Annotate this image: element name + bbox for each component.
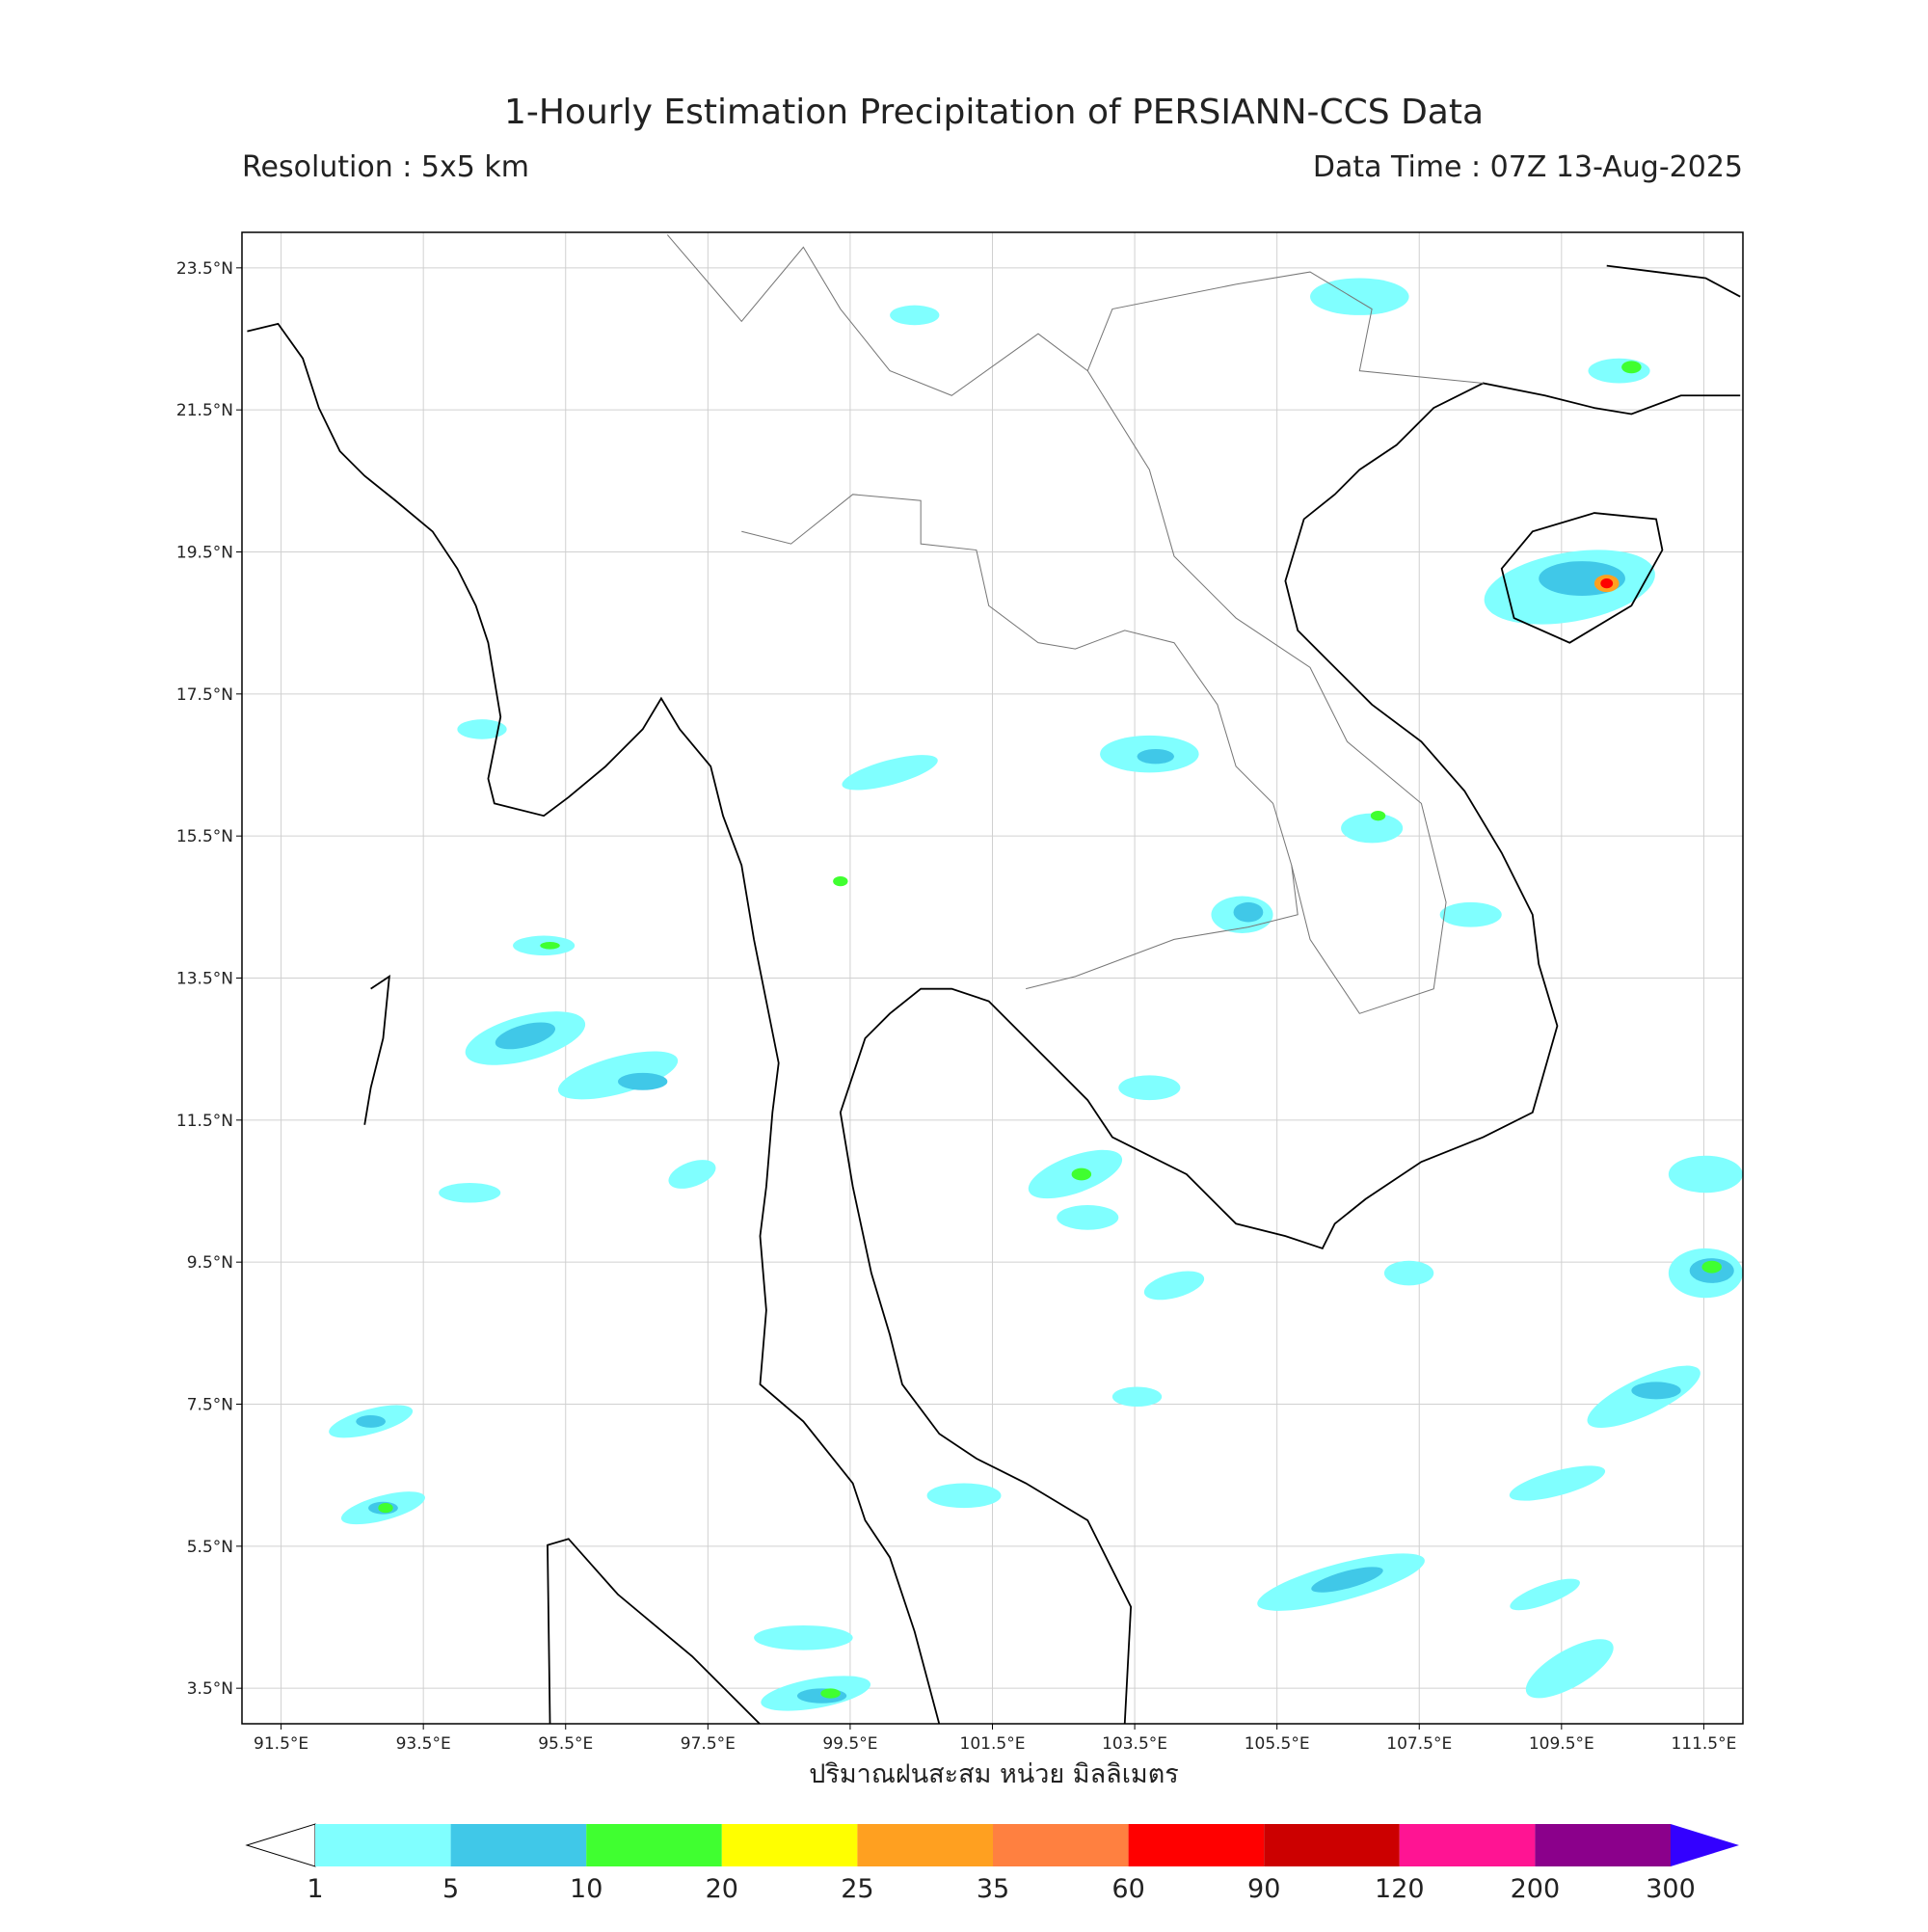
colorbar-box xyxy=(857,1824,993,1866)
lat-tick-label: 5.5°N xyxy=(187,1538,233,1557)
rain-light xyxy=(329,278,1743,1711)
lon-tick-label: 95.5°E xyxy=(538,1734,593,1754)
lat-tick-label: 15.5°N xyxy=(176,827,233,846)
rain-intense xyxy=(1600,578,1614,589)
coastlines xyxy=(247,234,1741,1724)
title: 1-Hourly Estimation Precipitation of PER… xyxy=(504,93,1484,132)
map-content xyxy=(247,234,1743,1724)
colorbar-box xyxy=(993,1824,1129,1866)
rain-heavy xyxy=(378,361,1722,1699)
lon-tick-label: 93.5°E xyxy=(396,1734,451,1754)
colorbar-label: 120 xyxy=(1375,1874,1425,1904)
map-frame xyxy=(241,231,1744,1725)
resolution: Resolution : 5x5 km xyxy=(242,150,529,184)
colorbar-box xyxy=(586,1824,722,1866)
colorbar-box xyxy=(721,1824,858,1866)
colorbar-box xyxy=(450,1824,587,1866)
colorbar-box xyxy=(1399,1824,1536,1866)
colorbar-over xyxy=(1671,1824,1739,1866)
colorbar-under xyxy=(245,1823,316,1867)
colorbar: 1 5 10 20 25 35 60 90 120 200 300 xyxy=(245,1823,1739,1904)
lon-tick-label: 107.5°E xyxy=(1386,1734,1452,1754)
colorbar-box xyxy=(315,1824,451,1866)
lat-tick-label: 7.5°N xyxy=(187,1396,233,1415)
lon-tick-label: 101.5°E xyxy=(960,1734,1026,1754)
colorbar-label: 90 xyxy=(1247,1874,1280,1904)
colorbar-label: 20 xyxy=(706,1874,738,1904)
colorbar-label: 10 xyxy=(570,1874,602,1904)
lat-tick-label: 11.5°N xyxy=(176,1112,233,1131)
lon-tick-label: 105.5°E xyxy=(1245,1734,1310,1754)
x-axis-label: ปริมาณฝนสะสม หน่วย มิลลิเมตร xyxy=(809,1759,1179,1789)
rain xyxy=(329,278,1743,1711)
lon-tick-label: 103.5°E xyxy=(1102,1734,1167,1754)
lon-tick-label: 111.5°E xyxy=(1671,1734,1736,1754)
colorbar-label: 300 xyxy=(1646,1874,1696,1904)
colorbar-label: 25 xyxy=(841,1874,873,1904)
lat-tick-label: 3.5°N xyxy=(187,1679,233,1699)
colorbar-box xyxy=(1264,1824,1400,1866)
lon-tick-label: 91.5°E xyxy=(254,1734,308,1754)
colorbar-label: 5 xyxy=(442,1874,459,1904)
rain-moderate xyxy=(356,561,1734,1704)
colorbar-label: 60 xyxy=(1111,1874,1144,1904)
lat-tick-label: 21.5°N xyxy=(176,401,233,420)
lon-tick-label: 99.5°E xyxy=(822,1734,877,1754)
colorbar-box xyxy=(1535,1824,1671,1866)
lat-tick-label: 17.5°N xyxy=(176,685,233,705)
lat-tick-label: 13.5°N xyxy=(176,970,233,989)
lat-tick-label: 23.5°N xyxy=(176,259,233,279)
colorbar-label: 1 xyxy=(307,1874,323,1904)
colorbar-box xyxy=(1128,1824,1265,1866)
lon-tick-label: 97.5°E xyxy=(681,1734,736,1754)
colorbar-label: 200 xyxy=(1511,1874,1561,1904)
colorbar-label: 35 xyxy=(977,1874,1009,1904)
lon-tick-label: 109.5°E xyxy=(1529,1734,1594,1754)
data-time: Data Time : 07Z 13-Aug-2025 xyxy=(1313,150,1743,184)
grid: 23.5°N 21.5°N 19.5°N 17.5°N 15.5°N 13.5°N 11.5… xyxy=(176,232,1743,1754)
lat-tick-label: 19.5°N xyxy=(176,544,233,563)
lat-tick-label: 9.5°N xyxy=(187,1253,233,1273)
